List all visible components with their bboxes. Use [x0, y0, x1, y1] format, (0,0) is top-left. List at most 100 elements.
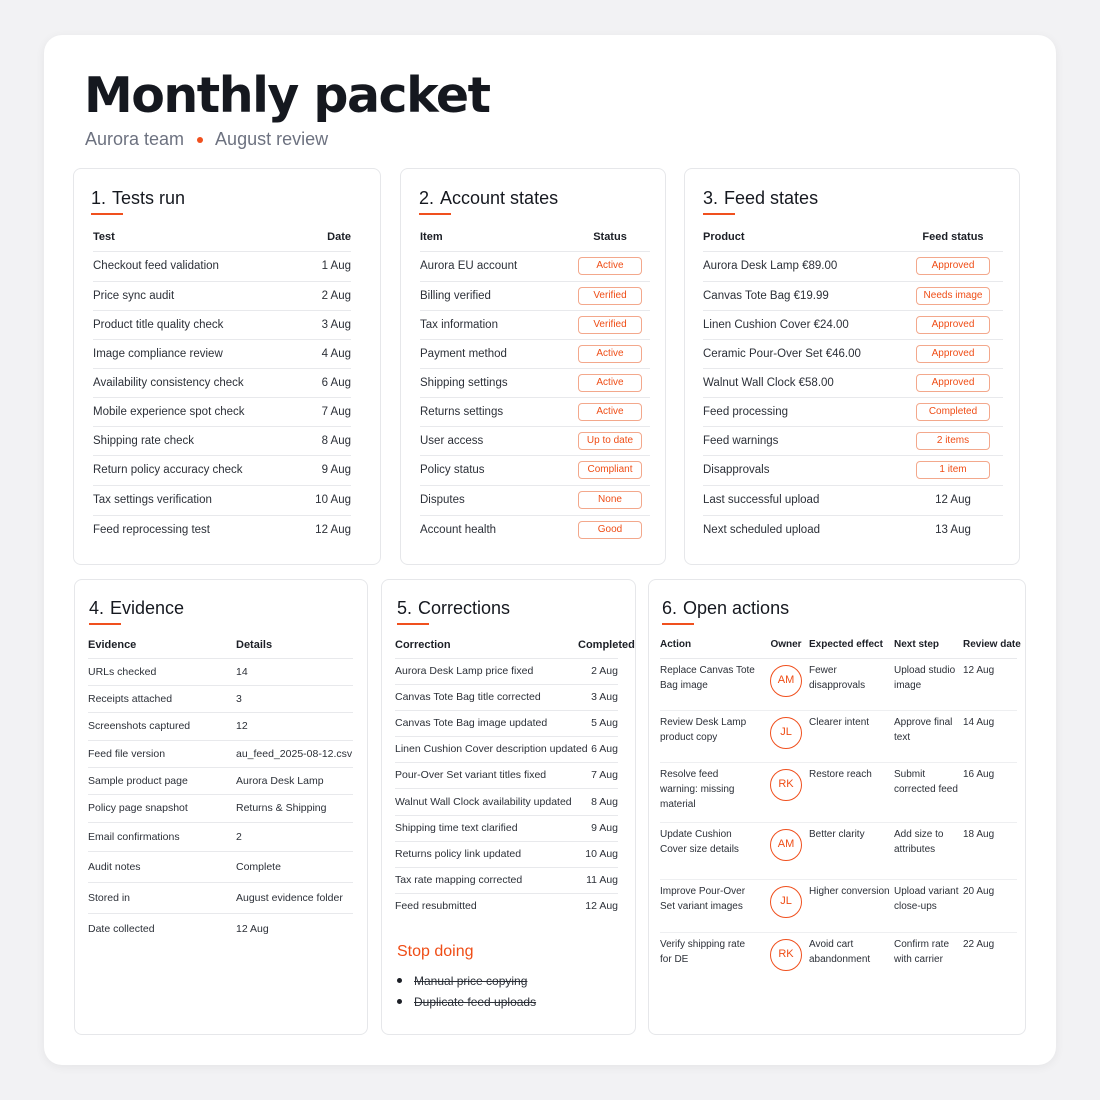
- status-badge: Approved: [916, 257, 990, 275]
- feed-states-accent: [703, 213, 735, 215]
- cell-value: Active: [570, 367, 650, 397]
- table-row: Availability consistency check 6 Aug: [93, 367, 351, 397]
- status-badge: Active: [578, 402, 642, 421]
- cell-label: Canvas Tote Bag €19.99: [703, 280, 903, 310]
- cell-value: Good: [570, 514, 650, 544]
- next-step-cell: Upload studio image: [892, 657, 963, 710]
- account-states-accent: [419, 213, 451, 215]
- table-row: Verify shipping rate for DE RK Avoid cart …: [660, 931, 1017, 984]
- table-row: Receipts attached 3: [88, 684, 353, 712]
- status-badge: Verified: [578, 286, 642, 305]
- cell-value: 12 Aug: [236, 912, 353, 944]
- table-row: Resolve feed warning: missing material RK…: [660, 761, 1017, 822]
- review-date-cell: 22 Aug: [963, 931, 1017, 984]
- cell-label: Policy status: [420, 454, 570, 485]
- review-date-cell: 12 Aug: [963, 657, 1017, 710]
- cell-label: Mobile experience spot check: [93, 396, 293, 426]
- corrections-table: Correction Completed Aurora Desk Lamp pri…: [395, 632, 635, 919]
- status-badge: Up to date: [578, 431, 642, 450]
- review-date-cell: 18 Aug: [963, 821, 1017, 879]
- feed-states-table: Product Feed status Aurora Desk Lamp €89.…: [703, 223, 1003, 544]
- avatar: RK: [770, 938, 802, 971]
- status-badge: Active: [578, 373, 642, 392]
- table-row: Mobile experience spot check 7 Aug: [93, 396, 351, 426]
- expected-effect-cell: Better clarity: [807, 821, 892, 879]
- cell-label: Disapprovals: [703, 454, 903, 485]
- action-cell: Update Cushion Cover size details: [660, 821, 765, 879]
- column-header: Expected effect: [809, 639, 883, 651]
- action-cell: Resolve feed warning: missing material: [660, 761, 765, 822]
- column-header: Product: [703, 230, 745, 243]
- cell-value: 3 Aug: [578, 683, 618, 710]
- page-title: Monthly packet: [84, 67, 491, 124]
- column-header: Evidence: [88, 638, 137, 651]
- column-header: Completed: [578, 638, 635, 651]
- table-row: Policy page snapshot Returns & Shipping: [88, 793, 353, 822]
- table-row: Walnut Wall Clock €58.00 Approved: [703, 367, 1003, 397]
- cell-label: Returns settings: [420, 396, 570, 426]
- table-row: Pour-Over Set variant titles fixed 7 Aug: [395, 761, 618, 788]
- review-date-cell: 16 Aug: [963, 761, 1017, 822]
- table-row: Disputes None: [420, 484, 650, 515]
- avatar: JL: [770, 885, 802, 918]
- status-badge: Compliant: [578, 461, 642, 479]
- cell-value: 11 Aug: [578, 866, 618, 893]
- cell-value: 1 Aug: [293, 250, 351, 281]
- table-row: Stored in August evidence folder: [88, 881, 353, 913]
- cell-label: Audit notes: [88, 850, 236, 882]
- cell-label: Receipts attached: [88, 684, 236, 712]
- cell-value: 13 Aug: [903, 514, 1003, 544]
- table-row: Tax settings verification 10 Aug: [93, 484, 351, 515]
- cell-label: Tax rate mapping corrected: [395, 866, 578, 893]
- account-states-title: 2. Account states: [419, 188, 559, 208]
- bullet-icon: [397, 999, 402, 1004]
- action-cell: Improve Pour-Over Set variant images: [660, 878, 765, 932]
- table-row: Tax rate mapping corrected 11 Aug: [395, 866, 618, 893]
- cell-label: Return policy accuracy check: [93, 454, 293, 485]
- cell-label: Tax information: [420, 309, 570, 339]
- cell-label: Disputes: [420, 484, 570, 515]
- table-row: Canvas Tote Bag €19.99 Needs image: [703, 280, 1003, 310]
- table-row: Update Cushion Cover size details AM Bette…: [660, 821, 1017, 879]
- table-row: Linen Cushion Cover description updated 6…: [395, 735, 618, 762]
- cell-value: 2 Aug: [293, 280, 351, 310]
- action-cell: Replace Canvas Tote Bag image: [660, 657, 765, 710]
- separator-dot-icon: [197, 136, 204, 143]
- table-row: Email confirmations 2: [88, 821, 353, 851]
- cell-value: Needs image: [903, 280, 1003, 310]
- cell-value: 10 Aug: [293, 484, 351, 515]
- evidence-title: 4. Evidence: [89, 598, 185, 618]
- cell-value: 14: [236, 657, 353, 685]
- avatar: AM: [770, 828, 802, 861]
- action-cell: Review Desk Lamp product copy: [660, 709, 765, 762]
- table-row: Account health Good: [420, 514, 650, 544]
- cell-value: 3: [236, 684, 353, 712]
- column-header: Feed status: [922, 230, 984, 243]
- cell-label: Next scheduled upload: [703, 514, 903, 544]
- tests-run-accent: [91, 213, 123, 215]
- cell-value: 12 Aug: [578, 892, 618, 919]
- cell-value: 7 Aug: [578, 761, 618, 788]
- table-row: Image compliance review 4 Aug: [93, 338, 351, 368]
- cell-label: Stored in: [88, 881, 236, 913]
- table-row: Walnut Wall Clock availability updated 8 …: [395, 787, 618, 815]
- cell-label: User access: [420, 425, 570, 455]
- expected-effect-cell: Fewer disapprovals: [807, 657, 892, 710]
- account-states-table: Item Status Aurora EU account Active Billin…: [420, 223, 650, 544]
- status-badge: Approved: [916, 315, 990, 334]
- cell-label: Shipping time text clarified: [395, 814, 578, 841]
- table-row: Improve Pour-Over Set variant images JL Hi…: [660, 878, 1017, 932]
- cell-label: Image compliance review: [93, 338, 293, 368]
- cell-value: 5 Aug: [578, 709, 618, 736]
- cell-label: Walnut Wall Clock availability updated: [395, 787, 578, 815]
- table-row: Return policy accuracy check 9 Aug: [93, 454, 351, 485]
- table-row: Feed resubmitted 12 Aug: [395, 892, 618, 919]
- cell-label: Screenshots captured: [88, 711, 236, 740]
- tests-run-title: 1. Tests run: [91, 188, 186, 208]
- cell-value: 8 Aug: [293, 425, 351, 455]
- cell-value: 1 item: [903, 454, 1003, 485]
- next-step-cell: Add size to attributes: [892, 821, 963, 879]
- list-item: Manual price copying: [397, 970, 536, 991]
- cell-value: 6 Aug: [578, 735, 618, 762]
- cell-label: Shipping rate check: [93, 425, 293, 455]
